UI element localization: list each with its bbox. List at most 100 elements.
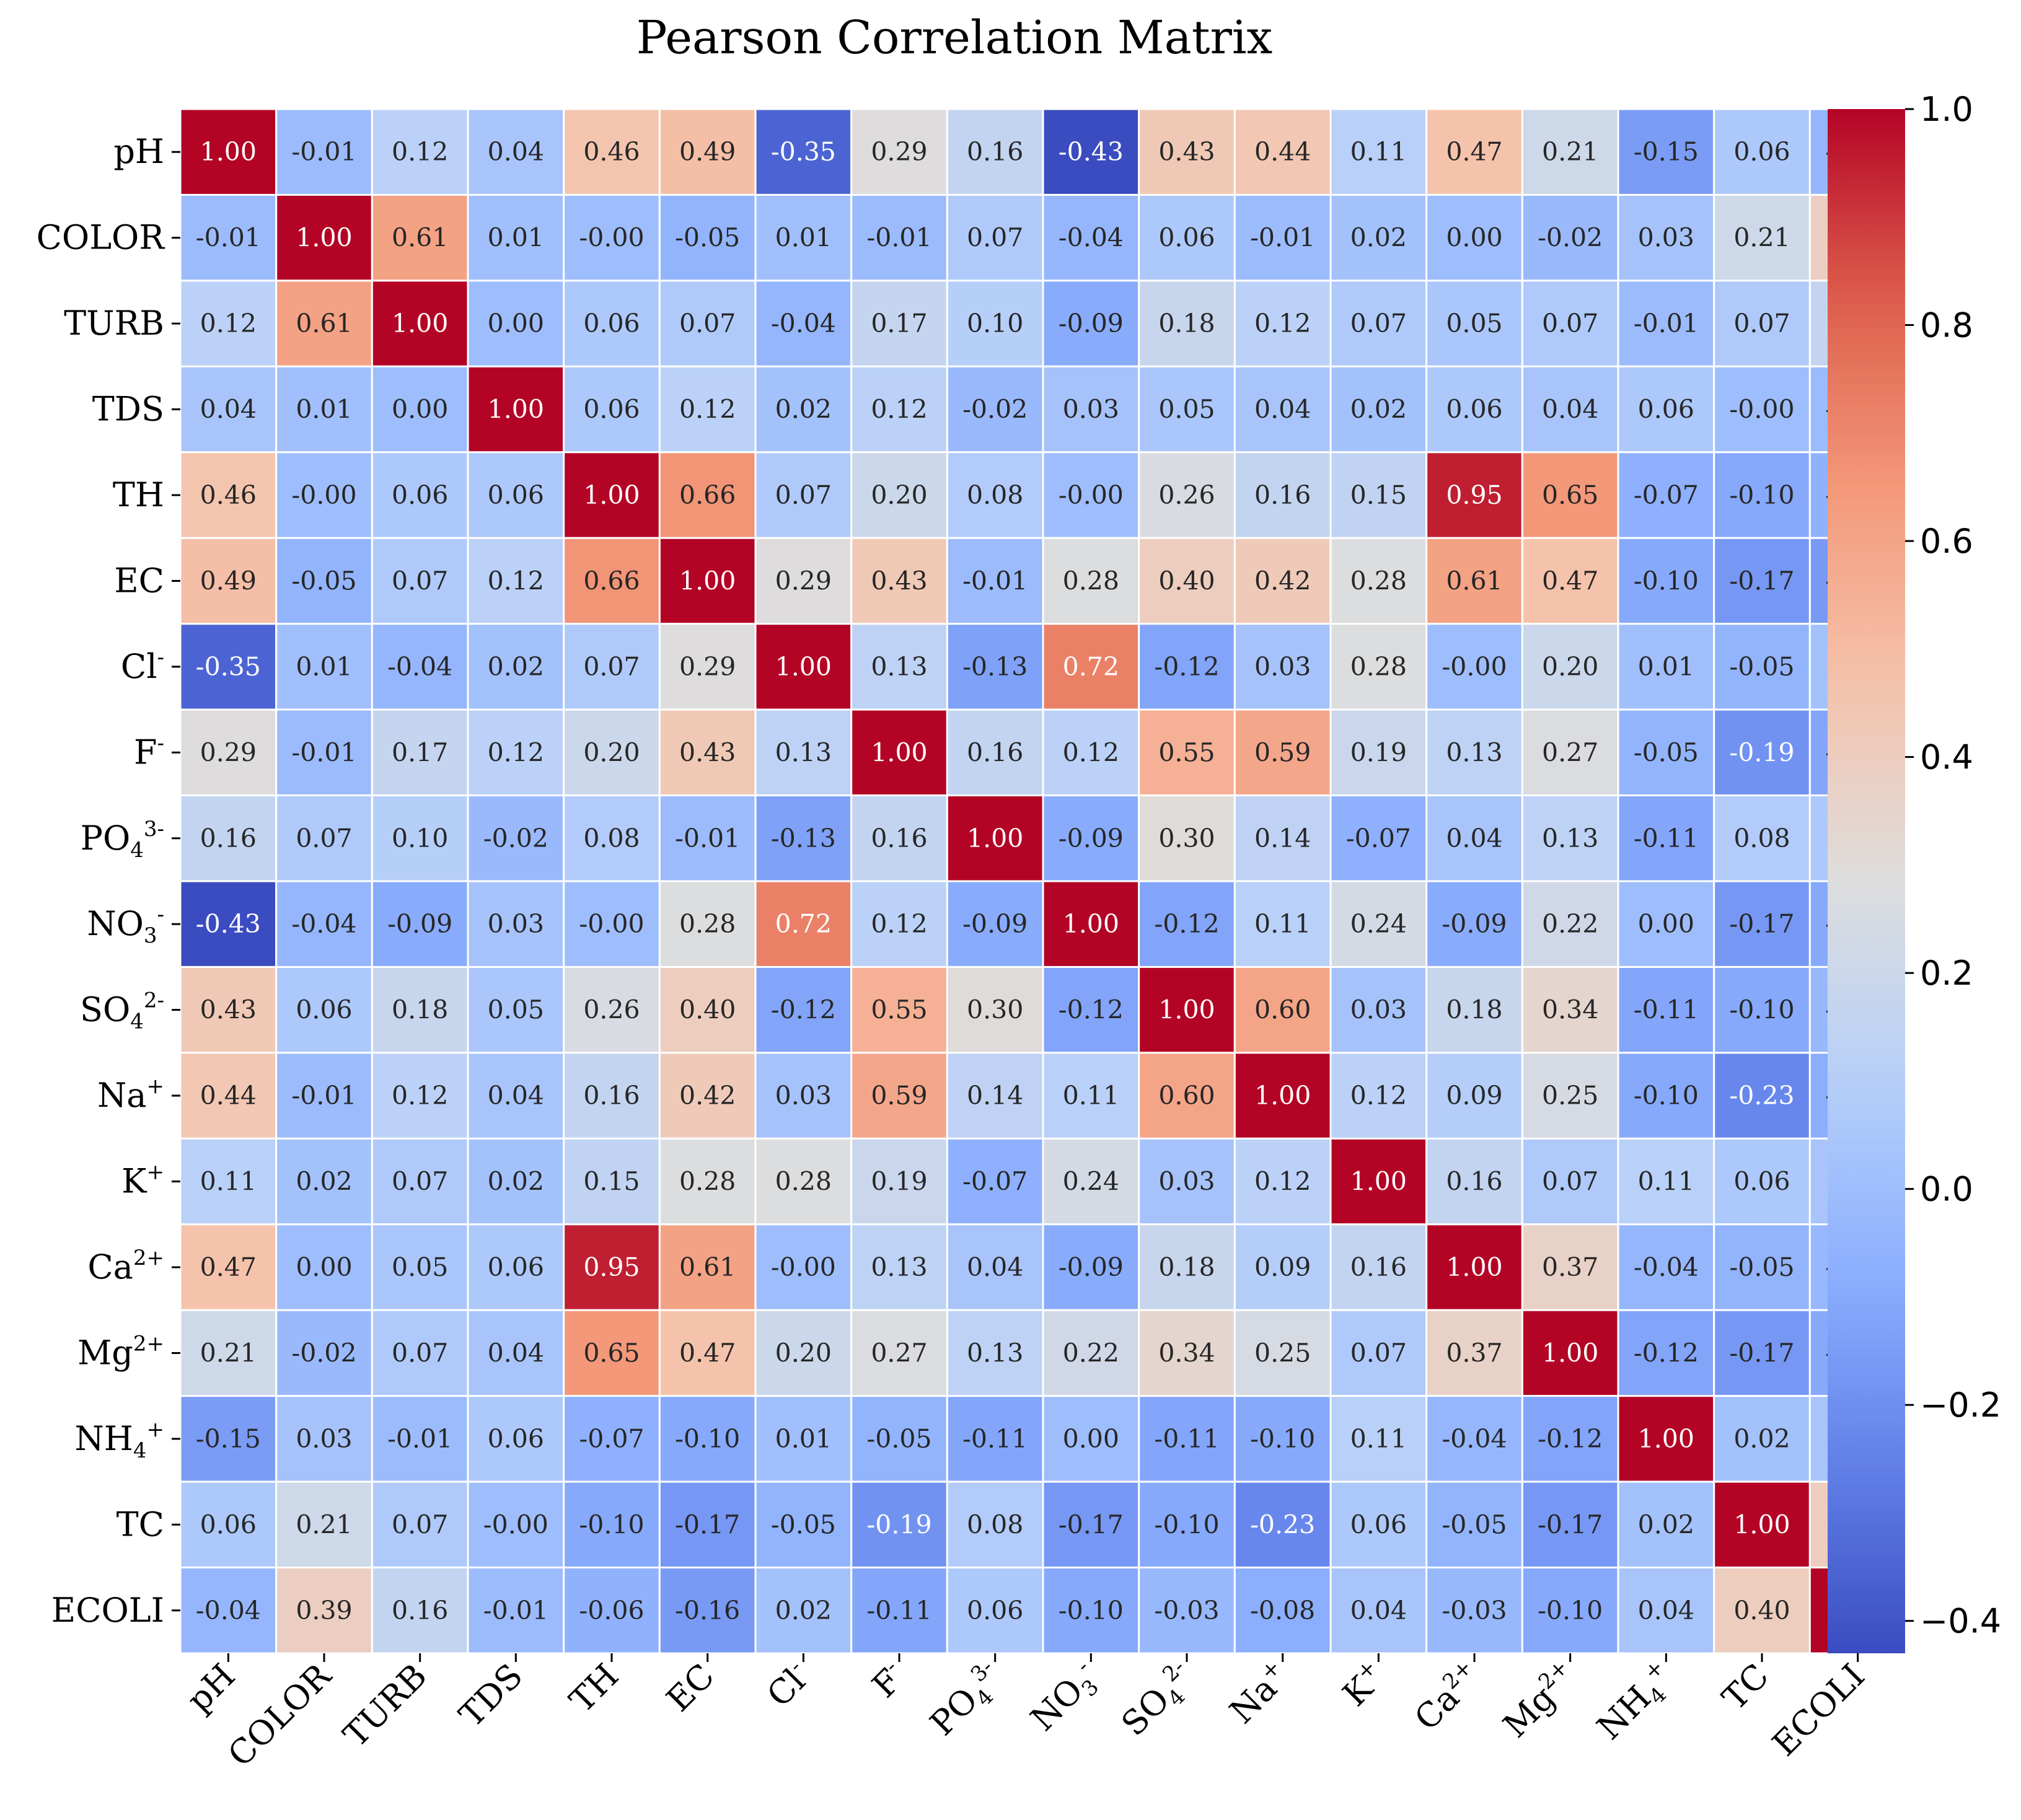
heatmap-cell bbox=[1425, 1223, 1523, 1311]
cell-value-label: -0.00 bbox=[579, 909, 644, 939]
cell-value-label: 0.07 bbox=[296, 824, 352, 853]
heatmap-cell bbox=[1138, 1309, 1236, 1397]
cell-value-label: -0.08 bbox=[1250, 1596, 1315, 1625]
heatmap-cell bbox=[946, 880, 1044, 968]
cell-value-label: -0.17 bbox=[1729, 1338, 1794, 1368]
cell-value-label: 0.21 bbox=[200, 1338, 257, 1368]
cell-value-label: 0.02 bbox=[488, 652, 544, 682]
cell-value-label: 0.03 bbox=[775, 1081, 832, 1110]
x-label-ec: EC bbox=[659, 1656, 722, 1720]
cell-value-label: 0.04 bbox=[1638, 1596, 1694, 1625]
cell-value-label: 0.26 bbox=[583, 995, 640, 1025]
heatmap-cell bbox=[1042, 365, 1140, 454]
cell-value-label: 0.02 bbox=[296, 1167, 352, 1197]
cell-value-label: 0.34 bbox=[1158, 1338, 1215, 1368]
heatmap-cell bbox=[1329, 1223, 1428, 1311]
heatmap-cell bbox=[1042, 1480, 1140, 1569]
heatmap-cell bbox=[563, 537, 661, 625]
heatmap-cell bbox=[1329, 193, 1428, 282]
cell-value-label: 0.03 bbox=[1254, 652, 1311, 682]
heatmap-cell bbox=[1138, 1052, 1236, 1140]
cell-value-label: 0.06 bbox=[583, 395, 640, 424]
cell-value-label: 0.30 bbox=[967, 995, 1023, 1025]
heatmap-cell bbox=[658, 880, 757, 968]
cell-value-label: -0.01 bbox=[291, 137, 356, 167]
cell-value-label: 0.07 bbox=[392, 1510, 448, 1539]
x-label-th: TH bbox=[562, 1656, 626, 1720]
cell-value-label: 0.13 bbox=[1446, 737, 1502, 767]
cell-value-label: -0.19 bbox=[1729, 737, 1794, 767]
cell-value-label: -0.09 bbox=[1442, 909, 1507, 939]
heatmap-cell bbox=[1233, 537, 1332, 625]
heatmap-cell bbox=[946, 537, 1044, 625]
cell-value-label: 0.03 bbox=[1638, 223, 1694, 253]
heatmap-cell bbox=[1713, 1137, 1811, 1226]
cell-value-label: -0.09 bbox=[962, 909, 1028, 939]
cell-value-label: 0.47 bbox=[1542, 566, 1598, 596]
cell-value-label: 0.07 bbox=[1542, 309, 1598, 338]
heatmap-cell bbox=[467, 1567, 565, 1655]
cell-value-label: 0.05 bbox=[1446, 309, 1502, 338]
cell-value-label: 0.04 bbox=[1542, 395, 1598, 424]
heatmap-cell bbox=[1138, 880, 1236, 968]
heatmap-cell bbox=[1713, 965, 1811, 1054]
cell-value-label: 0.13 bbox=[967, 1338, 1023, 1368]
heatmap-cell bbox=[1233, 880, 1332, 968]
heatmap-cell bbox=[179, 880, 278, 968]
cell-value-label: 0.12 bbox=[488, 566, 544, 596]
heatmap-cell bbox=[658, 708, 757, 797]
heatmap-cell bbox=[1713, 451, 1811, 539]
y-label-no3minus: NO3- bbox=[87, 902, 164, 948]
heatmap-cell bbox=[1713, 365, 1811, 454]
heatmap-cell bbox=[1042, 623, 1140, 711]
x-label-po43minus: PO43- bbox=[921, 1655, 1013, 1747]
cell-value-label: 0.18 bbox=[392, 995, 448, 1025]
y-label-turb: TURB bbox=[64, 304, 164, 343]
heatmap-cell bbox=[1521, 623, 1619, 711]
x-label-naplus: Na+ bbox=[1221, 1655, 1297, 1731]
heatmap-cell bbox=[850, 965, 948, 1054]
cell-value-label: -0.05 bbox=[1729, 1252, 1794, 1282]
cell-value-label: 0.07 bbox=[1542, 1167, 1598, 1197]
heatmap-cell bbox=[563, 1395, 661, 1483]
cell-value-label: 0.16 bbox=[392, 1596, 448, 1625]
heatmap-cell bbox=[658, 279, 757, 367]
cell-value-label: 0.09 bbox=[1446, 1081, 1502, 1110]
cell-value-label: 0.11 bbox=[1254, 909, 1311, 939]
cell-value-label: -0.15 bbox=[1634, 137, 1699, 167]
heatmap-cell bbox=[658, 623, 757, 711]
heatmap-cell bbox=[371, 108, 469, 196]
heatmap-cell bbox=[371, 623, 469, 711]
heatmap-cell bbox=[1233, 1309, 1332, 1397]
cell-value-label: 0.02 bbox=[1733, 1424, 1790, 1454]
cell-value-label: 0.20 bbox=[871, 480, 927, 510]
cell-value-label: 0.15 bbox=[1350, 480, 1407, 510]
cell-value-label: 0.16 bbox=[583, 1081, 640, 1110]
cell-value-label: 0.00 bbox=[1446, 223, 1502, 253]
cell-value-label: -0.17 bbox=[1729, 909, 1794, 939]
cell-value-label: -0.09 bbox=[1059, 824, 1124, 853]
heatmap-cell bbox=[1233, 108, 1332, 196]
cell-value-label: -0.01 bbox=[387, 1424, 452, 1454]
heatmap-cell bbox=[179, 108, 278, 196]
cell-value-label: 0.06 bbox=[1158, 223, 1215, 253]
heatmap-cell bbox=[467, 1480, 565, 1569]
cell-value-label: 0.10 bbox=[392, 824, 448, 853]
heatmap-cell bbox=[1713, 623, 1811, 711]
heatmap-cell bbox=[275, 1567, 373, 1655]
heatmap-cell bbox=[275, 108, 373, 196]
cell-value-label: -0.00 bbox=[1442, 652, 1507, 682]
heatmap-cell bbox=[1617, 965, 1715, 1054]
cell-value-label: 0.12 bbox=[679, 395, 736, 424]
heatmap-cell bbox=[179, 1309, 278, 1397]
heatmap-cell bbox=[1042, 1395, 1140, 1483]
cell-value-label: 0.00 bbox=[1063, 1424, 1119, 1454]
heatmap-cell bbox=[563, 880, 661, 968]
cell-value-label: 0.26 bbox=[1158, 480, 1215, 510]
cell-value-label: 0.40 bbox=[1158, 566, 1215, 596]
cell-value-label: 0.61 bbox=[392, 223, 448, 253]
x-label-ecoli: ECOLI bbox=[1764, 1656, 1872, 1764]
heatmap-cell bbox=[371, 794, 469, 882]
cell-value-label: 0.46 bbox=[583, 137, 640, 167]
y-label-ec: EC bbox=[114, 561, 164, 600]
